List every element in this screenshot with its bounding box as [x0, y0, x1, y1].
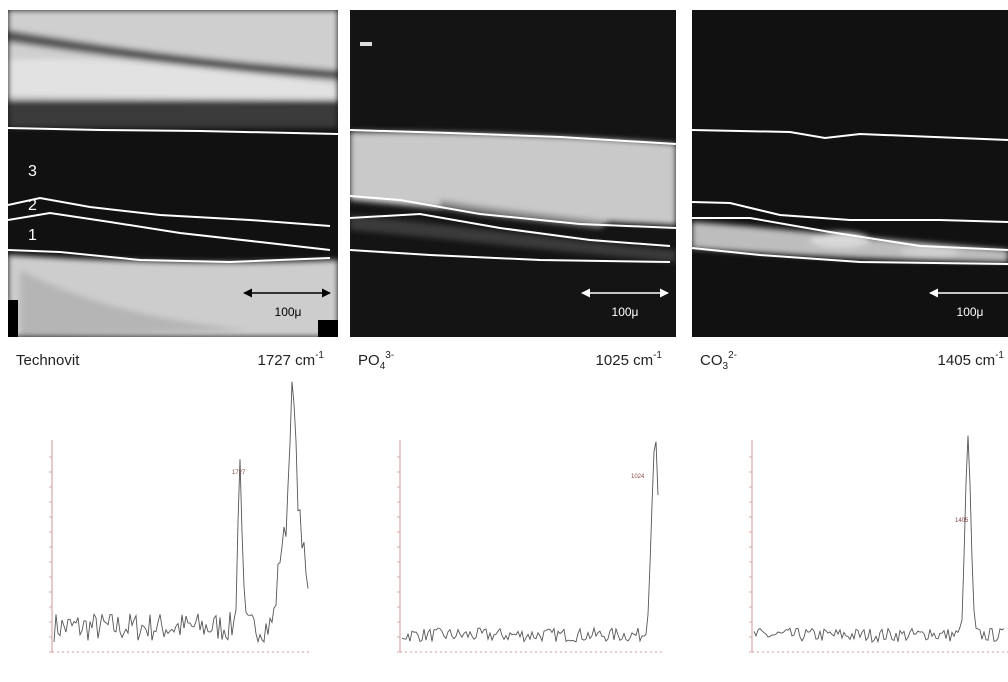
wavenumber-exp: -1	[315, 350, 324, 361]
label-name: Technovit	[16, 352, 80, 369]
label-sub: 4	[380, 361, 386, 372]
scale-bar-label: 100μ	[957, 305, 984, 319]
scale-bar-label: 100μ	[275, 305, 302, 319]
wavenumber: 1727 cm	[258, 352, 316, 369]
spectrum-line	[401, 441, 659, 643]
wavenumber: 1405 cm	[938, 352, 996, 369]
label-name: CO	[700, 352, 723, 369]
wavenumber: 1025 cm	[596, 352, 654, 369]
panel-label: Technovit	[16, 352, 80, 369]
spectrum-line	[753, 435, 1005, 644]
wavenumber-exp: -1	[995, 350, 1004, 361]
scale-bar-label: 100μ	[612, 305, 639, 319]
wavenumber-exp: -1	[653, 350, 662, 361]
micrograph	[350, 10, 676, 337]
peak-label: 1405	[955, 518, 969, 524]
region-label: 2	[28, 197, 37, 214]
label-sup: 2-	[728, 350, 737, 361]
peak-label: 1727	[232, 470, 246, 476]
panel-label: PO43-	[358, 350, 394, 372]
panel-label: CO32-	[700, 350, 737, 372]
micrograph	[8, 10, 338, 337]
micrograph	[692, 10, 1008, 337]
label-sup: 3-	[385, 350, 394, 361]
label-sub: 3	[723, 361, 729, 372]
region-label: 3	[28, 163, 37, 180]
spectrum-line	[53, 381, 309, 644]
label-name: PO	[358, 352, 380, 369]
region-label: 1	[28, 227, 37, 244]
wavenumber-label: 1727 cm-1	[258, 350, 325, 369]
peak-label: 1024	[631, 474, 645, 480]
wavenumber-label: 1405 cm-1	[938, 350, 1005, 369]
wavenumber-label: 1025 cm-1	[596, 350, 663, 369]
